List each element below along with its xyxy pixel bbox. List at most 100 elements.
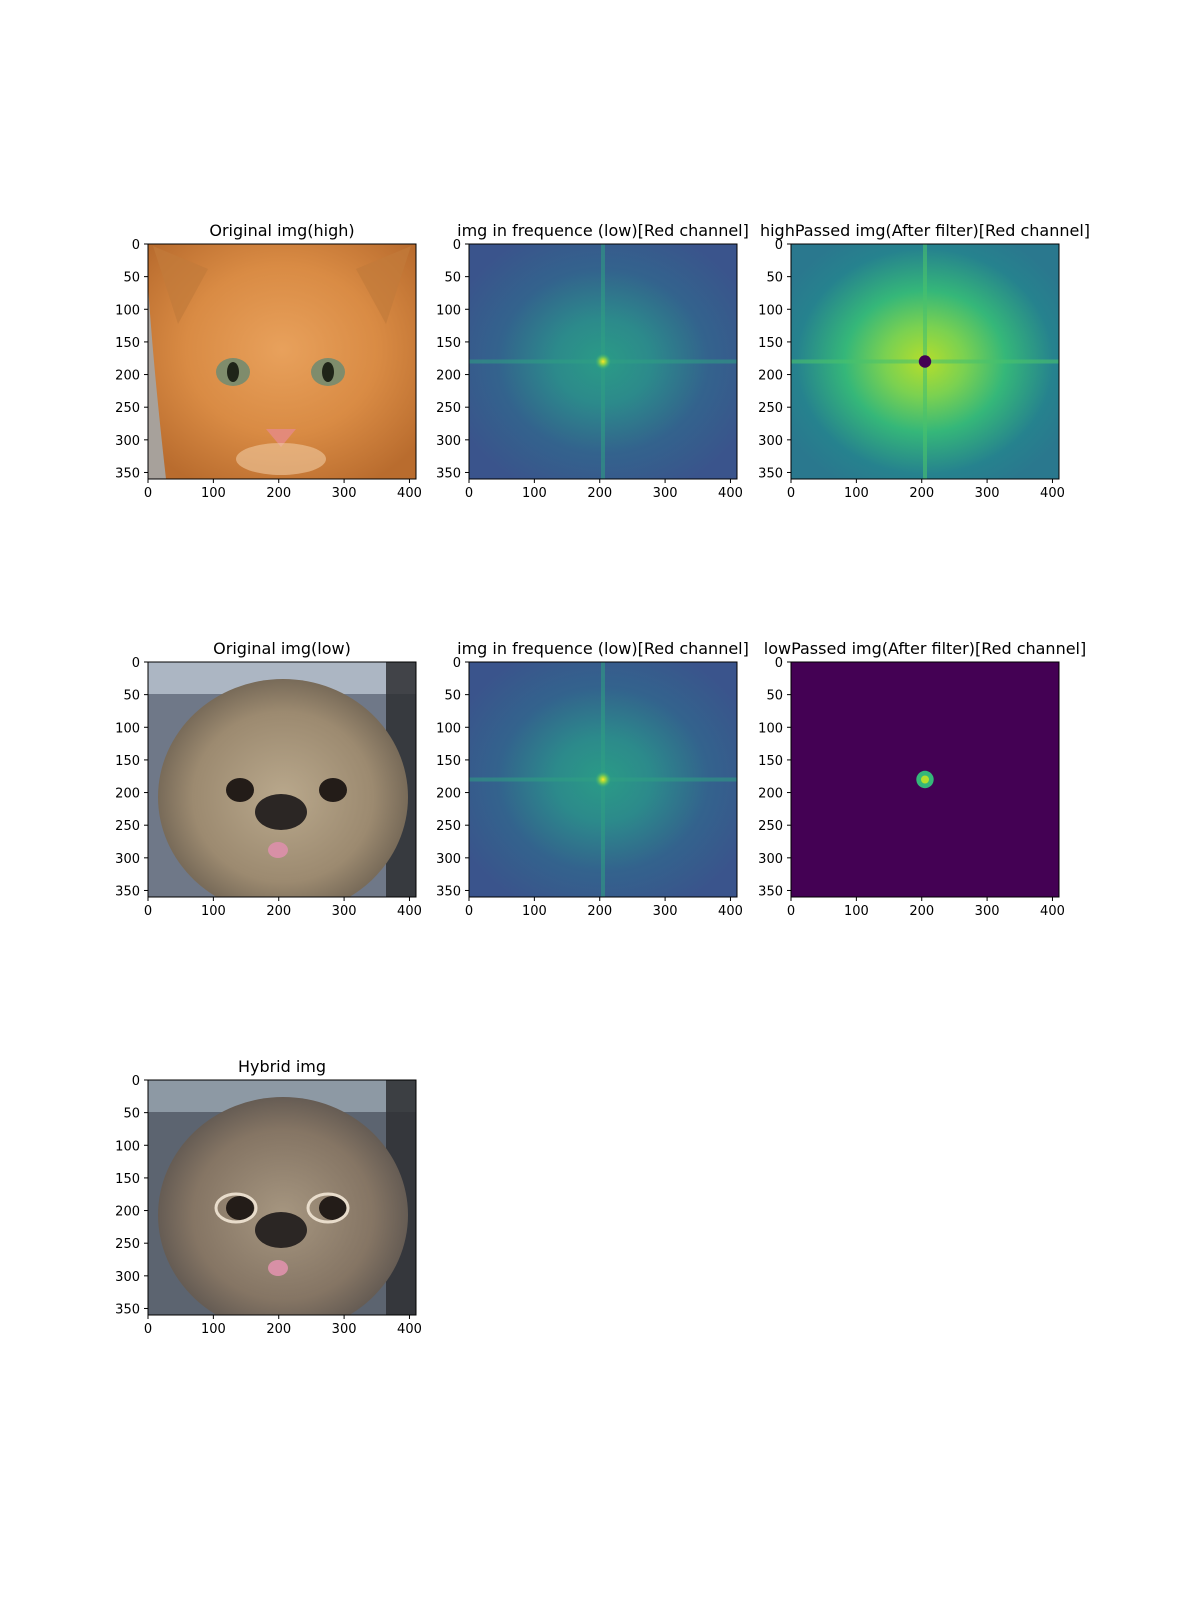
y-tick-label: 200 [115,1205,140,1220]
hybrid-image [148,1080,416,1315]
y-tick-label: 300 [758,852,783,867]
y-tick-label: 0 [775,238,783,253]
lowpass-image [791,662,1059,897]
y-tick-label: 50 [123,689,140,704]
x-tick-label: 300 [332,904,357,919]
y-tick-label: 100 [436,303,461,318]
x-tick-label: 100 [201,904,226,919]
x-tick-label: 100 [522,486,547,501]
x-tick-label: 200 [587,904,612,919]
y-tick-label: 300 [436,852,461,867]
y-tick-label: 150 [115,336,140,351]
x-tick-label: 400 [1040,904,1065,919]
y-tick-label: 250 [758,401,783,416]
x-tick-label: 0 [465,486,473,501]
subplot-grid: Original img(high) 0 100 200 300 400 0 50 100 150… [115,221,1090,1337]
y-tick-label: 200 [115,369,140,384]
x-tick-label: 200 [909,486,934,501]
x-tick-label: 0 [144,904,152,919]
hybrid-frame [147,1079,417,1316]
x-tick-label: 100 [201,486,226,501]
y-tick-label: 0 [132,656,140,671]
subplot-title: Original img(high) [209,221,354,240]
subplot-title: Original img(low) [213,639,351,658]
y-tick-label: 300 [758,434,783,449]
x-tick-label: 200 [587,486,612,501]
x-tick-label: 300 [653,486,678,501]
y-tick-label: 200 [758,787,783,802]
x-tick-label: 400 [397,1322,422,1337]
highpass-frame [790,243,1060,480]
y-tick-label: 100 [758,721,783,736]
freq-low-frame [468,661,738,898]
subplot-hybrid: Hybrid img 0 100 200 300 400 0 50 100 150 200 250 30… [115,1057,422,1337]
subplot-title: img in frequence (low)[Red channel] [457,639,749,658]
y-tick-label: 200 [436,369,461,384]
x-tick-label: 100 [522,904,547,919]
y-tick-label: 150 [115,1172,140,1187]
x-tick-label: 100 [844,486,869,501]
x-tick-label: 200 [266,1322,291,1337]
subplot-highpass: highPassed img(After filter)[Red channel… [758,221,1090,501]
y-tick-label: 350 [436,884,461,899]
x-tick-label: 400 [1040,486,1065,501]
highpass-image [791,244,1059,479]
y-tick-label: 50 [444,689,461,704]
y-tick-label: 350 [758,466,783,481]
y-tick-label: 300 [436,434,461,449]
x-tick-label: 300 [975,904,1000,919]
y-tick-label: 350 [115,884,140,899]
y-tick-label: 250 [115,401,140,416]
y-tick-label: 50 [123,271,140,286]
subplot-title: img in frequence (low)[Red channel] [457,221,749,240]
subplot-freq-high: img in frequence (low)[Red channel]0 100 2… [436,221,749,501]
y-tick-label: 350 [436,466,461,481]
y-tick-label: 50 [766,689,783,704]
x-tick-label: 300 [653,904,678,919]
x-tick-label: 0 [465,904,473,919]
orig-high-image [148,244,416,479]
x-tick-label: 200 [909,904,934,919]
subplot-orig-high: Original img(high) 0 100 200 300 400 0 50 100 150… [115,221,422,501]
y-tick-label: 350 [115,1302,140,1317]
x-tick-label: 300 [332,486,357,501]
y-tick-label: 100 [115,1139,140,1154]
x-tick-label: 0 [144,486,152,501]
y-tick-label: 350 [758,884,783,899]
y-tick-label: 150 [758,754,783,769]
y-tick-label: 250 [115,819,140,834]
y-tick-label: 200 [115,787,140,802]
x-tick-label: 0 [787,904,795,919]
orig-high-frame [147,243,417,480]
y-tick-label: 200 [436,787,461,802]
y-tick-label: 0 [132,1074,140,1089]
subplot-lowpass: lowPassed img(After filter)[Red channel]… [758,639,1086,919]
x-tick-label: 400 [397,486,422,501]
y-tick-label: 150 [436,336,461,351]
freq-high-frame [468,243,738,480]
x-tick-label: 100 [201,1322,226,1337]
y-tick-label: 250 [436,401,461,416]
y-tick-label: 150 [115,754,140,769]
y-tick-label: 250 [436,819,461,834]
y-tick-label: 300 [115,434,140,449]
y-tick-label: 100 [436,721,461,736]
subplot-title: highPassed img(After filter)[Red channel… [760,221,1090,240]
y-tick-label: 100 [758,303,783,318]
freq-high-image [469,244,737,479]
x-tick-label: 400 [718,904,743,919]
y-tick-label: 0 [775,656,783,671]
orig-low-image [148,662,416,897]
y-tick-label: 50 [766,271,783,286]
y-tick-label: 200 [758,369,783,384]
x-tick-label: 0 [787,486,795,501]
x-tick-label: 100 [844,904,869,919]
y-tick-label: 0 [132,238,140,253]
y-tick-label: 350 [115,466,140,481]
y-tick-label: 0 [453,238,461,253]
subplot-freq-low: img in frequence (low)[Red channel] 0 100 2… [436,639,749,919]
y-tick-label: 100 [115,303,140,318]
x-tick-label: 400 [397,904,422,919]
x-tick-label: 200 [266,904,291,919]
